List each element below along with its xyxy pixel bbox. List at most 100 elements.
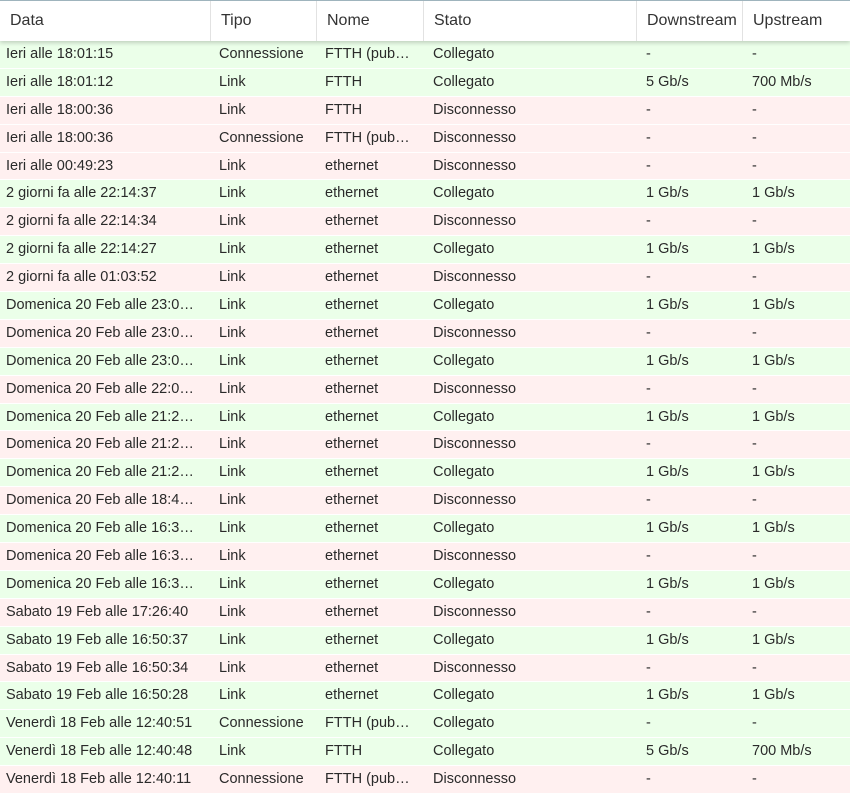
cell-data: 2 giorni fa alle 22:14:27 [6,241,157,258]
cell-stato: Disconnesso [433,380,517,397]
table-row[interactable]: Sabato 19 Feb alle 16:50:28 Link ethernet C… [0,682,850,711]
cell-data: Sabato 19 Feb alle 16:50:37 [6,631,189,648]
table-row[interactable]: Domenica 20 Feb alle 21:22:xx Link etherne… [0,431,850,460]
cell-nome: FTTH [325,101,363,118]
cell-upstream: 1 Gb/s [752,575,795,592]
cell-data: Domenica 20 Feb alle 23:02:xx [6,297,206,314]
cell-stato: Disconnesso [433,492,517,509]
cell-data: Venerdì 18 Feb alle 12:40:51 [6,715,193,732]
cell-stato: Disconnesso [433,269,517,286]
cell-upstream: 1 Gb/s [752,352,795,369]
cell-stato: Disconnesso [433,603,517,620]
cell-tipo: Link [219,324,246,341]
table-row[interactable]: Sabato 19 Feb alle 17:26:40 Link ethernet D… [0,598,850,627]
table-row[interactable]: 2 giorni fa alle 01:03:52 Link ethernet Dis… [0,264,850,293]
cell-stato: Collegato [433,46,495,62]
cell-downstream: 5 Gb/s [646,743,689,760]
cell-nome: ethernet [325,213,379,230]
table-row[interactable]: Venerdì 18 Feb alle 12:40:11 Connessione F… [0,766,850,795]
table-row[interactable]: Domenica 20 Feb alle 16:36:xx Link etherne… [0,570,850,599]
column-header-nome[interactable]: Nome [317,1,424,41]
cell-stato: Disconnesso [433,548,517,565]
cell-stato: Disconnesso [433,436,517,453]
cell-upstream: - [752,129,757,146]
table-body: Ieri alle 18:01:15 Connessione FTTH (pubbl… [0,41,850,795]
cell-tipo: Link [219,548,246,565]
table-row[interactable]: Venerdì 18 Feb alle 12:40:48 Link FTTH Coll… [0,738,850,767]
cell-downstream: 1 Gb/s [646,185,689,202]
cell-data: Ieri alle 18:00:36 [6,101,114,118]
cell-upstream: 700 Mb/s [752,73,812,90]
cell-tipo: Link [219,436,246,453]
table-row[interactable]: Ieri alle 18:01:15 Connessione FTTH (pubbl… [0,41,850,69]
cell-downstream: 1 Gb/s [646,297,689,314]
cell-tipo: Connessione [219,771,304,788]
cell-nome: ethernet [325,603,379,620]
cell-tipo: Link [219,101,246,118]
table-row[interactable]: Domenica 20 Feb alle 23:02:xx Link etherne… [0,292,850,320]
table-row[interactable]: Domenica 20 Feb alle 16:36:xx Link etherne… [0,515,850,544]
cell-stato: Collegato [433,352,495,369]
cell-stato: Collegato [433,297,495,314]
cell-tipo: Link [219,352,246,369]
table-row[interactable]: 2 giorni fa alle 22:14:37 Link ethernet Col… [0,180,850,209]
cell-downstream: - [646,213,651,230]
cell-tipo: Link [219,603,246,620]
cell-downstream: - [646,659,651,676]
cell-data: 2 giorni fa alle 22:14:34 [6,213,157,230]
cell-stato: Collegato [433,464,495,481]
cell-data: Domenica 20 Feb alle 23:02:xx [6,352,206,369]
cell-downstream: 1 Gb/s [646,408,689,425]
cell-tipo: Link [219,743,246,760]
cell-nome: FTTH [325,73,363,90]
column-header-downstream[interactable]: Downstream [637,1,743,41]
table-row[interactable]: Ieri alle 18:00:36 Link FTTH Disconnesso - - [0,96,850,125]
cell-stato: Disconnesso [433,157,517,174]
table-row[interactable]: Domenica 20 Feb alle 22:05:xx Link etherne… [0,375,850,404]
table-row[interactable]: Venerdì 18 Feb alle 12:40:51 Connessione F… [0,710,850,739]
table-row[interactable]: Ieri alle 18:01:12 Link FTTH Collegato 5 Gb/… [0,68,850,97]
column-header-upstream[interactable]: Upstream [753,12,823,29]
cell-tipo: Link [219,492,246,509]
cell-upstream: 1 Gb/s [752,408,795,425]
column-header-tipo[interactable]: Tipo [211,1,317,41]
cell-stato: Collegato [433,631,495,648]
cell-nome: ethernet [325,241,379,258]
table-row[interactable]: Ieri alle 00:49:23 Link ethernet Disconness… [0,152,850,181]
cell-data: Domenica 20 Feb alle 22:05:xx [6,380,206,397]
cell-downstream: - [646,603,651,620]
cell-upstream: - [752,715,757,732]
cell-downstream: - [646,324,651,341]
table-row[interactable]: Domenica 20 Feb alle 23:02:xx Link etherne… [0,319,850,348]
cell-upstream: 1 Gb/s [752,520,795,537]
cell-nome: ethernet [325,185,379,202]
cell-nome: ethernet [325,464,379,481]
table-row[interactable]: Domenica 20 Feb alle 21:22:xx Link etherne… [0,459,850,488]
table-row[interactable]: Domenica 20 Feb alle 21:22:xx Link etherne… [0,403,850,432]
table-row[interactable]: 2 giorni fa alle 22:14:34 Link ethernet Dis… [0,208,850,237]
cell-downstream: - [646,46,651,62]
column-header-data[interactable]: Data [0,1,211,41]
cell-downstream: 1 Gb/s [646,352,689,369]
table-row[interactable]: 2 giorni fa alle 22:14:27 Link ethernet Col… [0,236,850,265]
cell-downstream: - [646,436,651,453]
cell-upstream: 700 Mb/s [752,743,812,760]
cell-stato: Disconnesso [433,129,517,146]
cell-nome: ethernet [325,157,379,174]
cell-downstream: - [646,157,651,174]
table-row[interactable]: Domenica 20 Feb alle 23:02:xx Link etherne… [0,347,850,376]
cell-data: 2 giorni fa alle 01:03:52 [6,269,157,286]
cell-tipo: Link [219,213,246,230]
table-row[interactable]: Sabato 19 Feb alle 16:50:37 Link ethernet C… [0,626,850,655]
cell-stato: Collegato [433,241,495,258]
table-row[interactable]: Domenica 20 Feb alle 16:36:xx Link etherne… [0,543,850,571]
table-row[interactable]: Ieri alle 18:00:36 Connessione FTTH (pubbl… [0,124,850,153]
cell-data: Ieri alle 18:01:12 [6,73,114,90]
cell-stato: Collegato [433,743,495,760]
cell-upstream: - [752,436,757,453]
cell-tipo: Link [219,269,246,286]
table-row[interactable]: Sabato 19 Feb alle 16:50:34 Link ethernet D… [0,654,850,683]
cell-nome: FTTH (pubblica) [325,715,424,732]
table-row[interactable]: Domenica 20 Feb alle 18:46:xx Link etherne… [0,487,850,516]
column-header-stato[interactable]: Stato [424,1,637,41]
